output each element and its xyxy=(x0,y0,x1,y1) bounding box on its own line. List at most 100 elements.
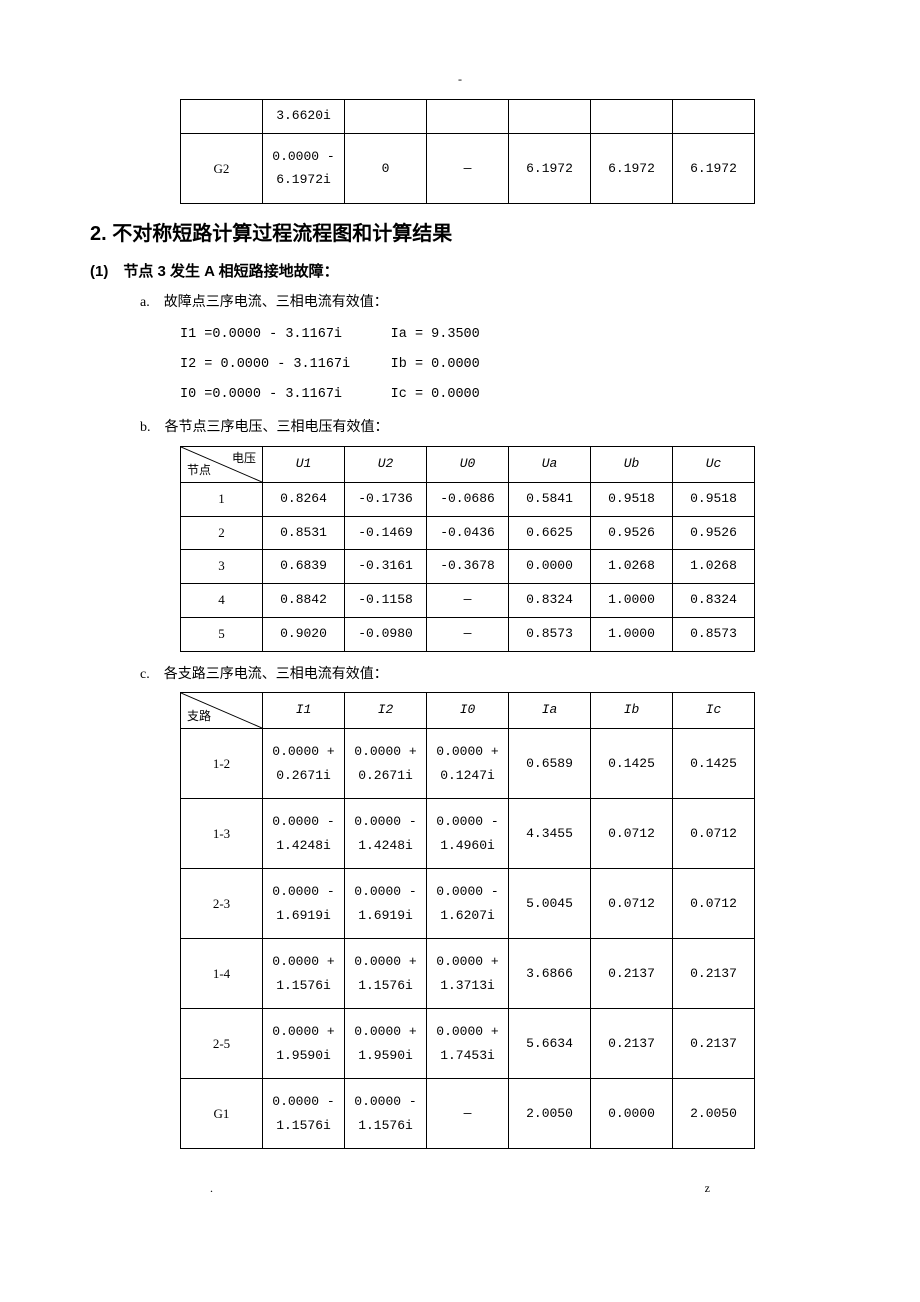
table-cell xyxy=(181,100,263,134)
table-cell: 1.0268 xyxy=(591,550,673,584)
table-cell: 0.6625 xyxy=(509,516,591,550)
table-cell: 0.8531 xyxy=(263,516,345,550)
table-cell: 0.9518 xyxy=(673,482,755,516)
table-cell: 0.9526 xyxy=(673,516,755,550)
table-cell: 5.6634 xyxy=(509,1009,591,1079)
table-cell: 0.2137 xyxy=(673,939,755,1009)
table-cell: 0.0000 + 0.2671i xyxy=(345,729,427,799)
table-cell: 0 xyxy=(345,133,427,203)
row-label: 2-5 xyxy=(181,1009,263,1079)
table-cell: 1.0000 xyxy=(591,618,673,652)
row-label: 2 xyxy=(181,516,263,550)
table-cell: -0.0686 xyxy=(427,482,509,516)
table-cell: 0.0000 - 1.6207i xyxy=(427,869,509,939)
table-cell: 1.0000 xyxy=(591,584,673,618)
table-cell: 0.5841 xyxy=(509,482,591,516)
table-cell: 0.8324 xyxy=(673,584,755,618)
table-cell: 0.0000 - 1.6919i xyxy=(263,869,345,939)
row-label: 1 xyxy=(181,482,263,516)
table-cell: 0.0712 xyxy=(673,799,755,869)
table-cell: 0.0000 xyxy=(591,1079,673,1149)
table-cell: 3.6620i xyxy=(263,100,345,134)
table-cell: 0.8573 xyxy=(509,618,591,652)
table-cell: 0.0000 - 1.1576i xyxy=(345,1079,427,1149)
page-header-dash: - xyxy=(90,70,830,89)
table-cell: 0.0000 + 1.3713i xyxy=(427,939,509,1009)
table-cell: 0.0000 - 1.1576i xyxy=(263,1079,345,1149)
table-cell: 0.0712 xyxy=(673,869,755,939)
table-cell: — xyxy=(427,618,509,652)
table-cell: -0.1736 xyxy=(345,482,427,516)
col-header: I0 xyxy=(427,693,509,729)
row-label: 3 xyxy=(181,550,263,584)
table-cell: 0.9020 xyxy=(263,618,345,652)
table-cell: 0.0000 + 0.2671i xyxy=(263,729,345,799)
table-cell: -0.3161 xyxy=(345,550,427,584)
table-cell xyxy=(509,100,591,134)
table-cell: 0.8573 xyxy=(673,618,755,652)
table-cell: 0.0000 - 1.4248i xyxy=(263,799,345,869)
table-cell: 0.0000 + 0.1247i xyxy=(427,729,509,799)
table-cell: 0.8264 xyxy=(263,482,345,516)
table-cell: 0.0000 - 1.6919i xyxy=(345,869,427,939)
equation-block: I1 =0.0000 - 3.1167i Ia = 9.3500 I2 = 0.… xyxy=(180,320,830,409)
table-cell xyxy=(427,100,509,134)
table-cell: 0.0000 - 1.4248i xyxy=(345,799,427,869)
table-cell: 0.2137 xyxy=(591,939,673,1009)
col-header: Uc xyxy=(673,446,755,482)
diag-header: 电压节点 xyxy=(181,446,263,482)
row-label: 1-2 xyxy=(181,729,263,799)
table-cell xyxy=(591,100,673,134)
table-cell: 0.0712 xyxy=(591,799,673,869)
table-cell: 0.0712 xyxy=(591,869,673,939)
table-cell: 6.1972 xyxy=(509,133,591,203)
row-label: 5 xyxy=(181,618,263,652)
table-cell: 0.0000 + 1.1576i xyxy=(263,939,345,1009)
col-header: I2 xyxy=(345,693,427,729)
table-cell xyxy=(673,100,755,134)
table-cell: 0.0000 + 1.7453i xyxy=(427,1009,509,1079)
table-cell xyxy=(345,100,427,134)
table-cell: 0.2137 xyxy=(591,1009,673,1079)
table-cell: 0.0000 - 1.4960i xyxy=(427,799,509,869)
table-cell: 3.6866 xyxy=(509,939,591,1009)
table-cell: -0.1469 xyxy=(345,516,427,550)
table-cell: 0.0000 xyxy=(509,550,591,584)
table-cell: 6.1972 xyxy=(673,133,755,203)
table-cell: — xyxy=(427,584,509,618)
table-cell: 0.6839 xyxy=(263,550,345,584)
table-cell: — xyxy=(427,1079,509,1149)
col-header: Ua xyxy=(509,446,591,482)
table-cell: 0.9526 xyxy=(591,516,673,550)
table-cell: 0.0000 + 1.1576i xyxy=(345,939,427,1009)
row-label: G1 xyxy=(181,1079,263,1149)
col-header: I1 xyxy=(263,693,345,729)
item-a: a. 故障点三序电流、三相电流有效值： xyxy=(140,292,830,314)
footer-right: z xyxy=(705,1179,710,1198)
table-cell: 5.0045 xyxy=(509,869,591,939)
top-partial-table: 3.6620iG20.0000 - 6.1972i0—6.19726.19726… xyxy=(180,99,755,204)
col-header: U1 xyxy=(263,446,345,482)
table-cell: 1.0268 xyxy=(673,550,755,584)
col-header: U0 xyxy=(427,446,509,482)
table-cell: G2 xyxy=(181,133,263,203)
current-table: 支路I1I2I0IaIbIc1-20.0000 + 0.2671i0.0000 … xyxy=(180,692,755,1149)
col-header: U2 xyxy=(345,446,427,482)
table-cell: — xyxy=(427,133,509,203)
table-cell: 0.1425 xyxy=(591,729,673,799)
table-cell: 0.9518 xyxy=(591,482,673,516)
table-cell: 4.3455 xyxy=(509,799,591,869)
page-footer: . z xyxy=(90,1179,830,1198)
diag-header: 支路 xyxy=(181,693,263,729)
table-cell: 0.6589 xyxy=(509,729,591,799)
table-cell: 0.8842 xyxy=(263,584,345,618)
table-cell: -0.0980 xyxy=(345,618,427,652)
table-cell: 0.0000 + 1.9590i xyxy=(345,1009,427,1079)
table-cell: 2.0050 xyxy=(509,1079,591,1149)
table-cell: -0.3678 xyxy=(427,550,509,584)
table-cell: 0.8324 xyxy=(509,584,591,618)
table-cell: -0.0436 xyxy=(427,516,509,550)
table-cell: 0.0000 + 1.9590i xyxy=(263,1009,345,1079)
row-label: 4 xyxy=(181,584,263,618)
row-label: 1-4 xyxy=(181,939,263,1009)
